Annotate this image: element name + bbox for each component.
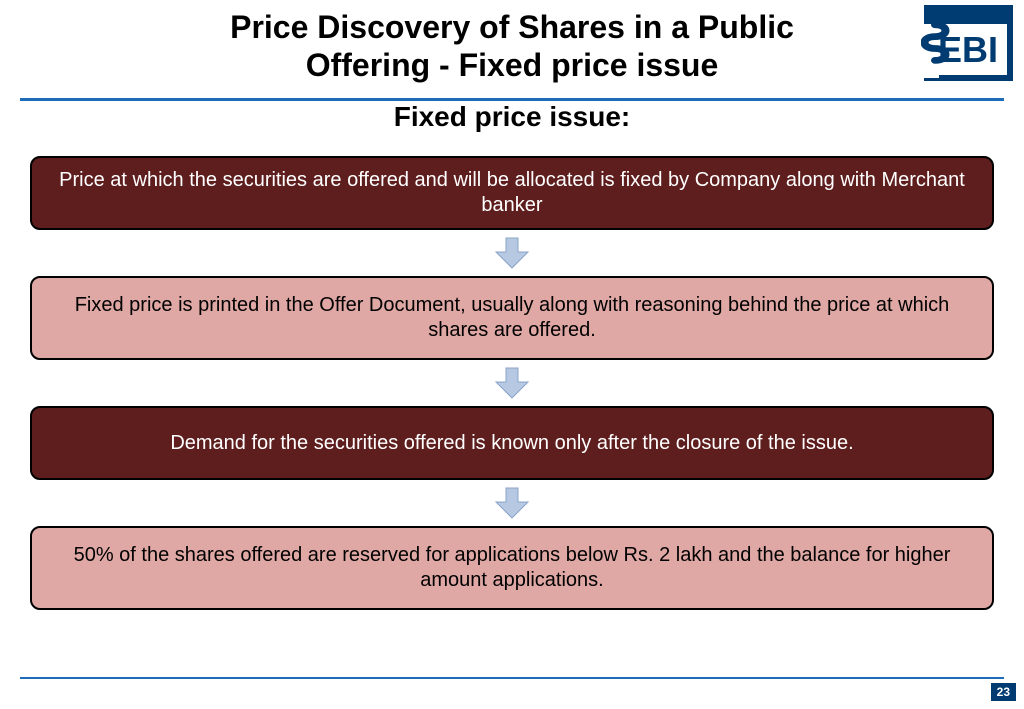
title-area: Price Discovery of Shares in a Public Of…	[0, 0, 1024, 85]
flow-box-3-text: Demand for the securities offered is kno…	[170, 431, 853, 456]
main-title-line1: Price Discovery of Shares in a Public	[0, 8, 1024, 46]
flowchart: Price at which the securities are offere…	[30, 156, 994, 610]
arrow-down-icon	[494, 486, 530, 520]
sebi-logo: EBI	[921, 4, 1016, 82]
flow-box-2: Fixed price is printed in the Offer Docu…	[30, 276, 994, 360]
subtitle: Fixed price issue:	[0, 101, 1024, 133]
main-title-line2: Offering - Fixed price issue	[0, 46, 1024, 84]
flow-box-1: Price at which the securities are offere…	[30, 156, 994, 230]
flow-box-1-text: Price at which the securities are offere…	[52, 168, 972, 218]
divider-bottom	[20, 677, 1004, 679]
page-number-badge: 23	[991, 683, 1016, 701]
flow-box-2-text: Fixed price is printed in the Offer Docu…	[52, 293, 972, 343]
arrow-down-icon	[494, 236, 530, 270]
flow-box-4-text: 50% of the shares offered are reserved f…	[52, 543, 972, 593]
arrow-down-icon	[494, 366, 530, 400]
divider-top	[20, 98, 1004, 101]
flow-box-4: 50% of the shares offered are reserved f…	[30, 526, 994, 610]
flow-box-3: Demand for the securities offered is kno…	[30, 406, 994, 480]
